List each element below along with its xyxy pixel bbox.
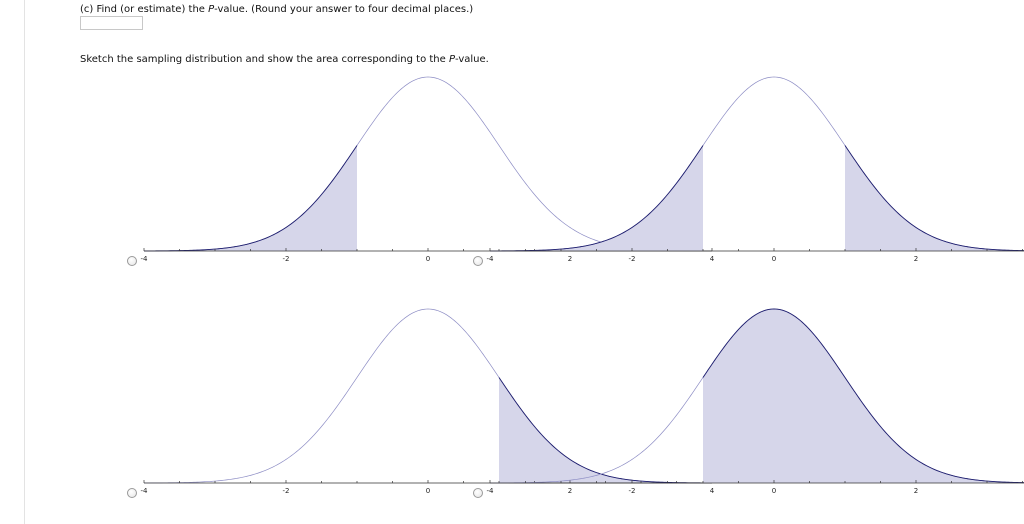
tick-label: 0	[772, 487, 776, 495]
instruction-prefix: Sketch the sampling distribution and sho…	[80, 54, 449, 65]
option-two-tails-radio[interactable]	[473, 256, 483, 266]
density-curve	[490, 76, 1024, 252]
shaded-region	[490, 145, 703, 251]
tick-label: 2	[568, 255, 572, 263]
tick-label: 0	[426, 255, 430, 263]
shaded-region	[845, 145, 1024, 251]
instruction-p-italic: P	[448, 54, 455, 65]
option-left-tail-radio[interactable]	[127, 256, 137, 266]
option-right-tail-sketch: -4 -2 0 2 4	[141, 308, 715, 495]
tick-label: -4	[141, 487, 149, 495]
instruction-text: Sketch the sampling distribution and sho…	[80, 53, 489, 66]
tick-label: 2	[568, 487, 572, 495]
question-prefix: (c) Find (or estimate) the	[80, 4, 209, 15]
option-right-of-negative[interactable]: -4 -2 0 2 4	[473, 302, 1024, 502]
shaded-region	[499, 377, 712, 483]
option-left-tail-sketch: -4 -2 0 2 4	[141, 76, 715, 263]
tick-label: -4	[487, 255, 495, 263]
option-two-tails-sketch: -4 -2 0 2 4	[487, 76, 1024, 263]
tick-label: -4	[141, 255, 149, 263]
tick-label: 0	[426, 487, 430, 495]
option-right-tail-radio[interactable]	[127, 488, 137, 498]
shaded-region	[703, 309, 1024, 483]
tick-label: 4	[710, 255, 715, 263]
question-p-italic: P	[208, 4, 215, 15]
tick-label: 0	[772, 255, 776, 263]
tick-label: -2	[629, 487, 636, 495]
question-suffix: -value. (Round your answer to four decim…	[214, 4, 474, 15]
tick-label: -2	[283, 255, 290, 263]
option-right-of-negative-radio[interactable]	[473, 488, 483, 498]
tick-label: 2	[914, 255, 918, 263]
tick-label: 2	[914, 487, 918, 495]
page-left-rule	[24, 0, 25, 524]
tick-label: -2	[283, 487, 290, 495]
instruction-suffix: -value.	[455, 54, 489, 65]
tick-label: -4	[487, 487, 495, 495]
shaded-curve-edge	[702, 308, 1024, 484]
option-right-tail[interactable]: -4 -2 0 2 4	[127, 302, 715, 502]
option-right-of-negative-sketch: -4 -2 0 2 4	[487, 308, 1024, 495]
tick-label: -2	[629, 255, 636, 263]
p-value-answer-input[interactable]	[80, 16, 143, 30]
option-two-tails[interactable]: -4 -2 0 2 4	[473, 70, 1024, 270]
option-left-tail[interactable]: -4 -2 0 2 4	[127, 70, 715, 270]
tick-label: 4	[710, 487, 715, 495]
shaded-region	[144, 145, 357, 251]
question-text: (c) Find (or estimate) the P-value. (Rou…	[80, 3, 473, 16]
